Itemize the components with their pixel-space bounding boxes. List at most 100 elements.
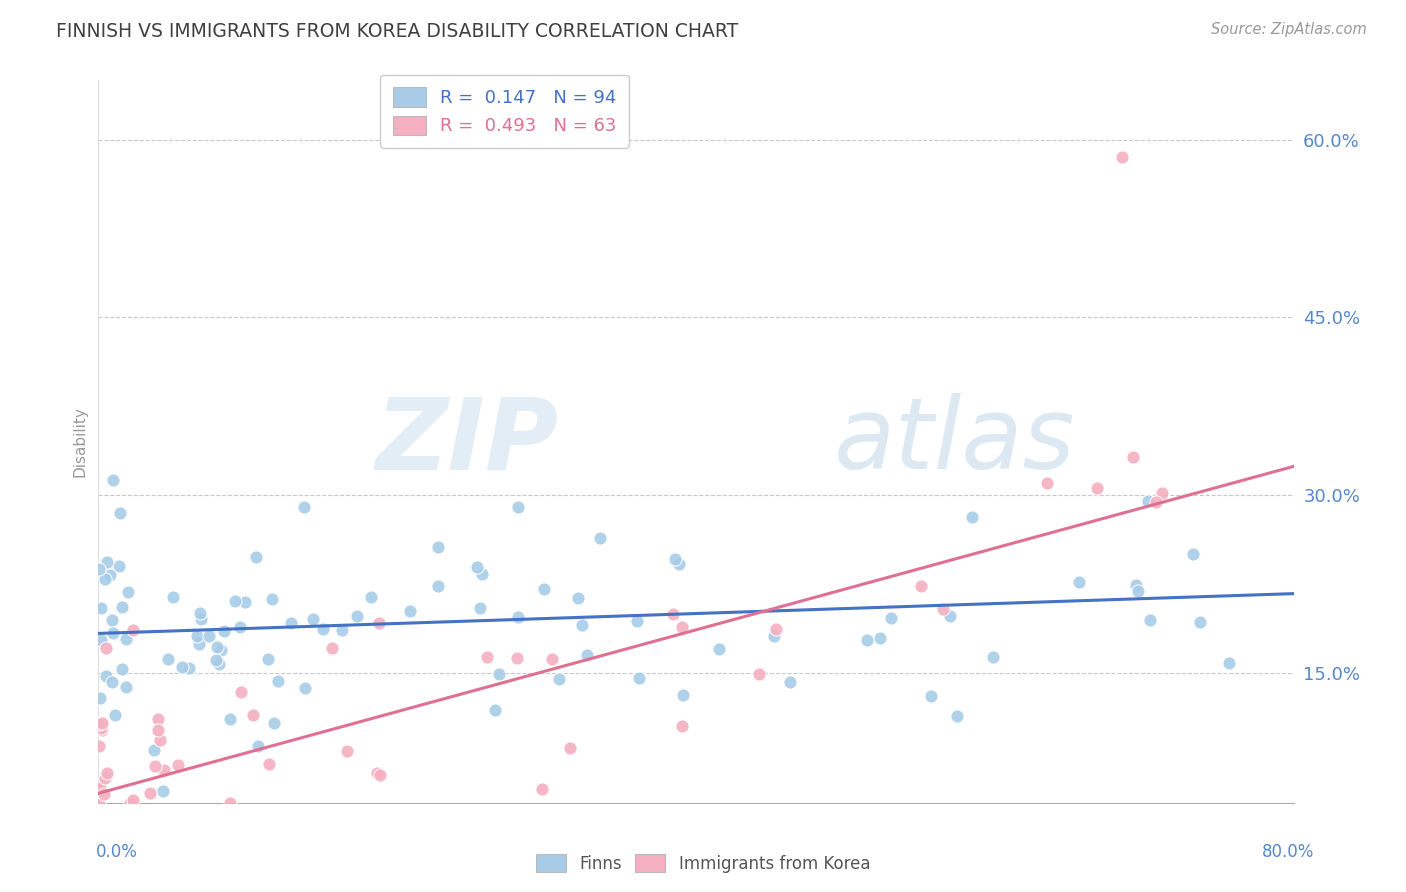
Point <box>488 666 510 681</box>
Point <box>266 673 288 688</box>
Point <box>664 552 686 566</box>
Point <box>576 648 599 663</box>
Point <box>156 820 179 834</box>
Point <box>571 618 593 632</box>
Point <box>765 622 787 636</box>
Point <box>188 606 211 620</box>
Point <box>98 567 121 582</box>
Point <box>1144 495 1167 509</box>
Point <box>212 624 235 639</box>
Point <box>257 652 280 666</box>
Point <box>132 820 155 834</box>
Point <box>1125 578 1147 592</box>
Point <box>280 616 302 631</box>
Point <box>89 781 111 796</box>
Point <box>1152 486 1174 500</box>
Point <box>138 786 160 800</box>
Point <box>312 622 335 636</box>
Point <box>626 614 648 628</box>
Point <box>263 715 285 730</box>
Point <box>242 707 264 722</box>
Point <box>533 582 555 596</box>
Point <box>508 609 530 624</box>
Point <box>108 506 131 520</box>
Point <box>292 500 315 514</box>
Text: 80.0%: 80.0% <box>1263 843 1315 861</box>
Point <box>470 601 492 615</box>
Point <box>107 558 129 573</box>
Point <box>170 660 193 674</box>
Point <box>179 661 201 675</box>
Point <box>94 820 117 834</box>
Point <box>207 640 229 655</box>
Point <box>301 612 323 626</box>
Point <box>939 608 962 623</box>
Point <box>855 632 877 647</box>
Point <box>475 650 498 665</box>
Text: atlas: atlas <box>834 393 1076 490</box>
Point <box>89 797 111 812</box>
Point <box>91 723 114 737</box>
Point <box>93 788 115 802</box>
Point <box>90 601 112 615</box>
Point <box>219 712 242 726</box>
Point <box>779 674 801 689</box>
Text: ZIP: ZIP <box>375 393 558 490</box>
Point <box>100 613 122 627</box>
Point <box>93 820 115 834</box>
Point <box>229 684 252 698</box>
Point <box>530 781 553 796</box>
Point <box>245 549 267 564</box>
Point <box>910 579 932 593</box>
Point <box>89 562 111 576</box>
Point <box>103 625 125 640</box>
Point <box>346 609 368 624</box>
Point <box>294 681 316 695</box>
Point <box>960 510 983 524</box>
Point <box>219 796 242 810</box>
Point <box>138 820 160 834</box>
Point <box>149 733 172 747</box>
Point <box>262 592 284 607</box>
Point <box>162 590 184 604</box>
Point <box>1126 584 1149 599</box>
Point <box>208 657 231 671</box>
Point <box>707 642 730 657</box>
Point <box>880 611 903 625</box>
Point <box>247 739 270 754</box>
Point <box>366 766 388 780</box>
Point <box>209 643 232 657</box>
Point <box>931 601 953 615</box>
Point <box>87 739 110 753</box>
Point <box>1122 450 1144 464</box>
Point <box>1067 574 1090 589</box>
Point <box>117 585 139 599</box>
Point <box>94 772 117 786</box>
Point <box>118 820 141 834</box>
Point <box>96 555 118 569</box>
Point <box>426 540 449 554</box>
Point <box>197 629 219 643</box>
Point <box>869 631 891 645</box>
Text: FINNISH VS IMMIGRANTS FROM KOREA DISABILITY CORRELATION CHART: FINNISH VS IMMIGRANTS FROM KOREA DISABIL… <box>56 22 738 41</box>
Point <box>671 719 693 733</box>
Text: 0.0%: 0.0% <box>96 843 138 861</box>
Point <box>1137 494 1160 508</box>
Point <box>87 820 110 834</box>
Point <box>188 637 211 651</box>
Legend: R =  0.147   N = 94, R =  0.493   N = 63: R = 0.147 N = 94, R = 0.493 N = 63 <box>381 75 628 148</box>
Point <box>1111 150 1133 164</box>
Point <box>360 590 382 604</box>
Point <box>91 715 114 730</box>
Point <box>217 806 239 821</box>
Point <box>121 793 143 807</box>
Point <box>205 653 228 667</box>
Point <box>567 591 589 606</box>
Point <box>190 611 212 625</box>
Point <box>90 721 112 735</box>
Point <box>426 579 449 593</box>
Point <box>748 666 770 681</box>
Legend: Finns, Immigrants from Korea: Finns, Immigrants from Korea <box>529 847 877 880</box>
Point <box>259 756 281 771</box>
Point <box>1182 547 1205 561</box>
